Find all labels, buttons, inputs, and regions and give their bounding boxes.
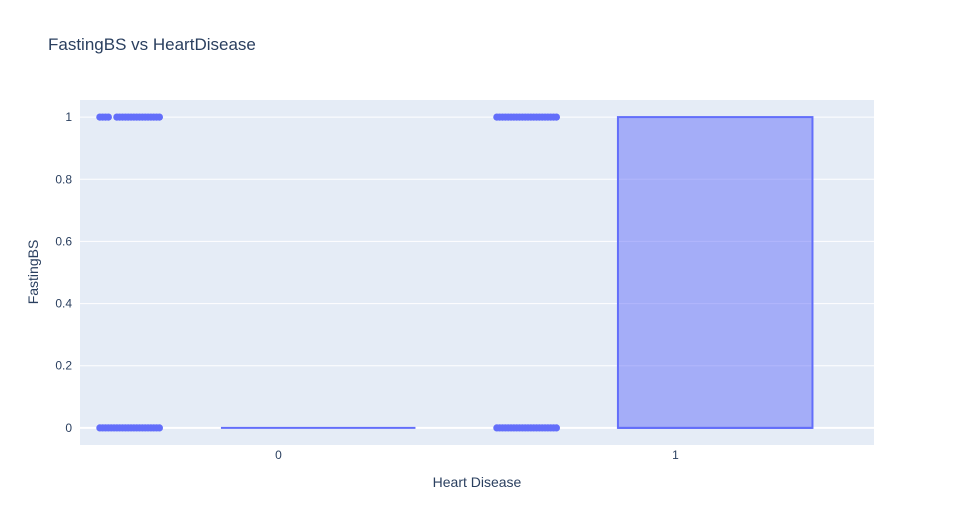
chart-title: FastingBS vs HeartDisease (48, 35, 256, 54)
y-tick-label: 0.8 (55, 172, 72, 186)
y-axis-ticks: 0 0.2 0.4 0.6 0.8 1 (55, 110, 72, 435)
boxes (220, 116, 814, 429)
x-tick-label: 0 (275, 448, 282, 462)
data-point (155, 424, 163, 432)
y-tick-label: 0.2 (55, 359, 72, 373)
data-point (552, 113, 561, 121)
x-axis-title: Heart Disease (433, 474, 522, 490)
x-tick-label: 1 (672, 448, 679, 462)
data-point (155, 113, 163, 121)
y-axis-title: FastingBS (25, 240, 41, 305)
data-points (96, 113, 561, 432)
data-point (552, 424, 561, 432)
y-tick-label: 0 (65, 421, 72, 435)
y-tick-label: 0.6 (55, 234, 72, 248)
box-1 (616, 116, 814, 429)
y-tick-label: 1 (65, 110, 72, 124)
data-point (104, 113, 112, 121)
y-tick-label: 0.4 (55, 297, 72, 311)
